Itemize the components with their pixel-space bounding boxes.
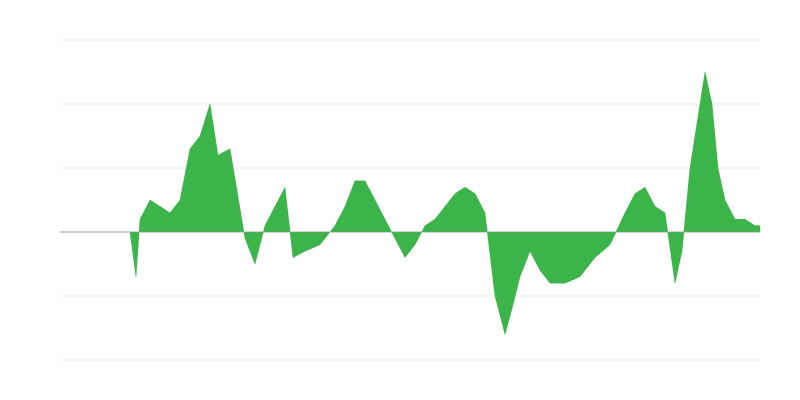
area: [60, 71, 761, 336]
